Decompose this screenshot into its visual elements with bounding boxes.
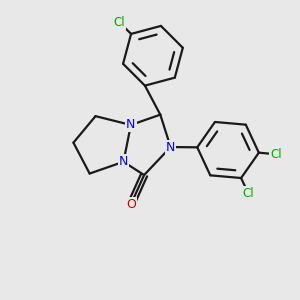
Text: N: N: [119, 155, 128, 168]
Text: Cl: Cl: [242, 187, 254, 200]
Text: Cl: Cl: [114, 16, 125, 29]
Text: Cl: Cl: [270, 148, 282, 161]
Text: N: N: [166, 141, 175, 154]
Text: N: N: [126, 118, 136, 131]
Text: O: O: [126, 198, 136, 211]
